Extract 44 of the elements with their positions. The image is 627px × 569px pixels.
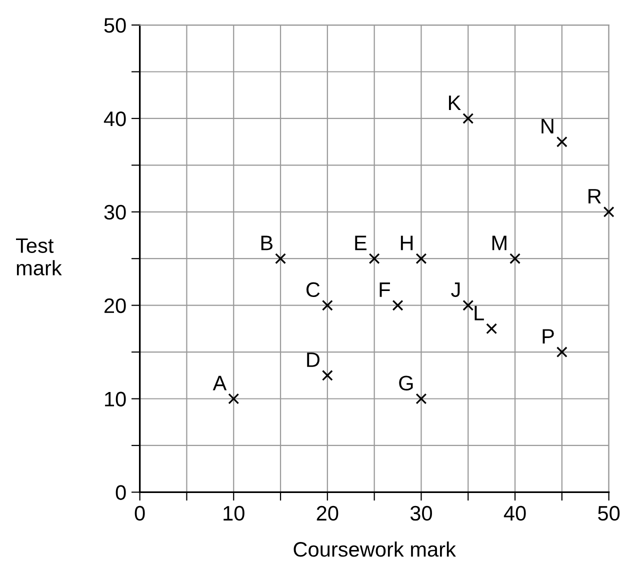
annotation: E <box>355 236 366 250</box>
annotation: D <box>307 352 320 367</box>
annotation: M <box>492 236 506 250</box>
x-tick-label: 20 <box>316 506 338 521</box>
x-tick-label: 0 <box>134 506 145 521</box>
point <box>462 300 474 311</box>
x-tick-label: 30 <box>410 506 432 521</box>
point <box>603 206 614 218</box>
y-tick-label: 10 <box>105 392 126 407</box>
x-axis-title: Coursework mark <box>294 541 456 557</box>
point <box>322 300 333 311</box>
point <box>228 393 240 404</box>
point <box>322 370 333 381</box>
annotation: K <box>448 96 461 110</box>
annotation: L <box>474 306 484 320</box>
x-tick-label: 10 <box>224 506 244 521</box>
y-axis-title: Test mark <box>16 238 62 276</box>
point <box>556 136 568 148</box>
annotation: R <box>588 189 601 204</box>
point <box>416 393 427 404</box>
annotation: C <box>306 282 320 298</box>
annotation: F <box>380 282 390 297</box>
y-tick-label: 0 <box>116 485 126 500</box>
y-tick-label: 50 <box>104 18 126 33</box>
annotation: A <box>212 376 227 390</box>
point <box>275 253 286 264</box>
point <box>462 112 474 124</box>
x-tick-label: 40 <box>504 506 526 521</box>
y-tick-label: 40 <box>104 111 126 126</box>
point <box>368 253 380 264</box>
point <box>486 323 498 334</box>
annotation: J <box>451 282 460 298</box>
annotation: H <box>400 236 413 250</box>
annotation: B <box>261 236 272 250</box>
y-tick-label: 30 <box>104 204 126 220</box>
y-tick-label: 20 <box>104 298 126 314</box>
annotation: P <box>542 329 554 344</box>
point <box>392 300 404 311</box>
annotation: N <box>542 119 554 134</box>
point <box>510 253 521 264</box>
point <box>556 346 568 358</box>
annotation: G <box>399 376 413 390</box>
x-tick-label: 50 <box>598 506 620 521</box>
point <box>416 253 427 264</box>
